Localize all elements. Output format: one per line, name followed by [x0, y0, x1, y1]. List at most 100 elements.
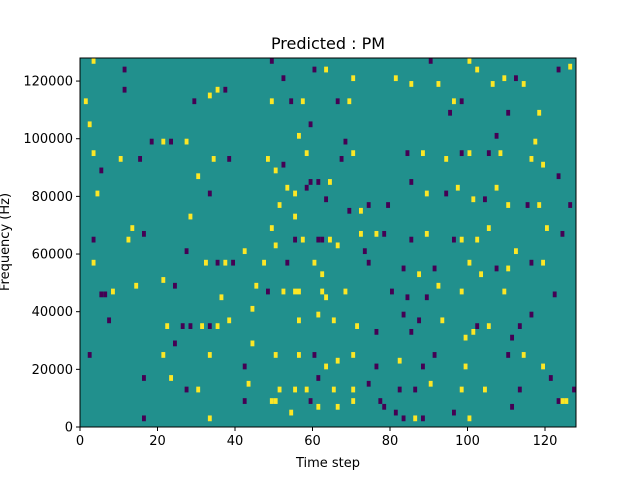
heatmap-cell	[471, 328, 476, 335]
heatmap-cell	[87, 352, 92, 358]
heatmap-cell	[211, 156, 216, 162]
heatmap-cell	[320, 271, 325, 278]
heatmap-cell	[529, 311, 534, 318]
x-axis-ticks: 0 20 40 60 80 100 120	[76, 427, 557, 449]
heatmap-cell	[142, 375, 146, 381]
heatmap-cell	[99, 291, 104, 298]
x-tick-label: 0	[76, 434, 84, 449]
heatmap-cell	[293, 386, 298, 393]
heatmap-cell	[227, 156, 232, 162]
heatmap-cell	[459, 236, 464, 243]
heatmap-cell	[417, 317, 422, 324]
heatmap-cell	[223, 259, 228, 266]
heatmap-cell	[273, 167, 278, 174]
heatmap-cell	[506, 109, 511, 116]
heatmap-cell	[494, 132, 499, 139]
heatmap-cell	[355, 323, 360, 329]
heatmap-cell	[514, 75, 518, 82]
heatmap-cell	[521, 81, 526, 87]
heatmap-cell	[560, 230, 565, 237]
heatmap-cell	[281, 75, 286, 82]
heatmap-cell	[223, 86, 228, 93]
heatmap-cell	[432, 265, 437, 272]
heatmap-cell	[483, 386, 487, 393]
heatmap-cell	[459, 386, 464, 393]
heatmap-cell	[552, 291, 557, 298]
heatmap-cell	[467, 150, 472, 157]
heatmap-cell	[111, 288, 115, 295]
heatmap-cell	[266, 288, 270, 295]
heatmap-cell	[517, 323, 522, 329]
heatmap-cell	[188, 213, 193, 220]
heatmap-cell	[390, 288, 394, 295]
heatmap-cell	[413, 415, 418, 422]
y-tick-label: 60000	[32, 248, 73, 263]
heatmap-cell	[196, 173, 201, 180]
heatmap-cell	[281, 161, 286, 168]
heatmap-cell	[308, 398, 313, 404]
heatmap-cell	[424, 190, 429, 197]
heatmap-cell	[273, 242, 278, 249]
heatmap-cell	[138, 156, 143, 162]
heatmap-cell	[359, 230, 363, 237]
heatmap-cell	[262, 259, 267, 266]
heatmap-cell	[401, 265, 406, 272]
heatmap-cell	[413, 386, 418, 393]
heatmap-cell	[393, 75, 398, 82]
heatmap-cell	[215, 323, 220, 329]
heatmap-cell	[83, 98, 88, 105]
heatmap-cell	[510, 403, 515, 410]
heatmap-cell	[351, 386, 356, 393]
heatmap-cell	[502, 75, 507, 82]
heatmap-cell	[521, 352, 526, 358]
heatmap-cell	[506, 265, 511, 272]
heatmap-cell	[405, 150, 410, 157]
heatmap-cell	[351, 75, 356, 82]
heatmap-cell	[486, 323, 491, 329]
heatmap-cell	[428, 380, 433, 387]
heatmap-cell	[134, 282, 139, 289]
heatmap-cell	[541, 259, 546, 266]
heatmap-cell	[273, 398, 278, 404]
heatmap-cell	[328, 236, 332, 243]
heatmap-cell	[541, 161, 546, 168]
heatmap-cell	[242, 363, 247, 370]
heatmap-cell	[409, 81, 414, 87]
heatmap-cell	[479, 271, 484, 278]
heatmap-cell	[293, 213, 298, 220]
heatmap-cell	[331, 386, 336, 393]
heatmap-cell	[459, 150, 464, 157]
heatmap-cell	[424, 230, 429, 237]
heatmap-cell	[397, 357, 402, 364]
heatmap-cell	[436, 81, 441, 87]
heatmap-cell	[401, 415, 406, 422]
heatmap-cell	[142, 415, 146, 422]
heatmap-cell	[366, 202, 371, 208]
heatmap-cell	[180, 323, 185, 329]
heatmap-cell	[428, 58, 433, 64]
heatmap-cell	[471, 196, 476, 203]
heatmap-cell	[266, 156, 270, 162]
heatmap-cell	[568, 202, 573, 208]
heatmap-cell	[467, 259, 472, 266]
heatmap-cell	[374, 328, 379, 335]
heatmap-cell	[107, 317, 112, 324]
y-tick-label: 120000	[23, 75, 73, 90]
heatmap-cell	[196, 386, 201, 393]
heatmap-cell	[91, 58, 96, 64]
heatmap-cell	[161, 352, 166, 358]
heatmap-cell	[126, 236, 131, 243]
x-axis-label: Time step	[295, 456, 360, 471]
heatmap-cell	[312, 352, 317, 358]
heatmap-cell	[366, 259, 371, 266]
heatmap-cell	[467, 415, 472, 422]
heatmap-cell	[304, 150, 309, 157]
y-tick-label: 20000	[32, 363, 73, 378]
heatmap-cell	[173, 282, 177, 289]
heatmap-cell	[533, 138, 538, 145]
heatmap-cell	[475, 323, 480, 329]
heatmap-cell	[351, 398, 356, 404]
heatmap-cell	[382, 230, 387, 237]
heatmap-cell	[277, 386, 282, 393]
